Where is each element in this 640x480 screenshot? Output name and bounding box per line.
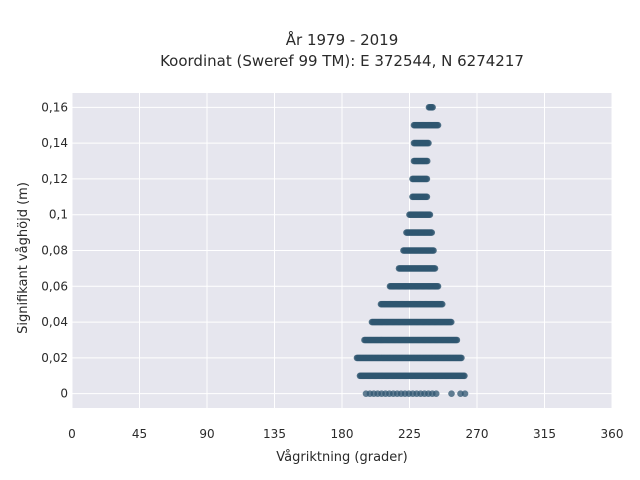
y-tick-label: 0,16 (41, 100, 68, 114)
data-point (426, 211, 434, 218)
data-point (458, 354, 465, 362)
data-point (423, 175, 431, 183)
x-tick-label: 45 (132, 427, 147, 441)
y-tick-label: 0,12 (41, 172, 68, 186)
x-tick-label: 135 (263, 427, 286, 441)
data-point (434, 283, 442, 290)
y-tick-labels: 0 0,02 0,04 0,06 0,08 0,1 0,12 0,14 0,16 (41, 100, 68, 400)
scatter-points (353, 104, 469, 397)
x-tick-label: 90 (199, 427, 214, 441)
grid (71, 93, 613, 408)
x-tick-label: 0 (68, 427, 76, 441)
data-point (432, 390, 440, 397)
y-tick-label: 0,08 (41, 244, 68, 258)
data-point (438, 300, 446, 308)
data-point (425, 139, 432, 147)
data-point (423, 193, 431, 201)
data-point (423, 157, 431, 165)
y-tick-label: 0,02 (41, 351, 68, 365)
data-point (428, 229, 436, 236)
y-tick-label: 0,04 (41, 315, 68, 329)
data-point (434, 121, 442, 129)
data-point (430, 247, 437, 254)
chart-subtitle: Koordinat (Sweref 99 TM): E 372544, N 62… (160, 52, 524, 70)
y-axis-title: Signifikant våghöjd (m) (16, 182, 31, 334)
data-point (429, 104, 436, 111)
x-tick-label: 270 (466, 427, 489, 441)
data-point (453, 336, 461, 344)
y-tick-label: 0 (60, 387, 68, 401)
y-tick-label: 0,1 (49, 208, 68, 222)
chart-title: År 1979 - 2019 (286, 30, 399, 49)
data-point (431, 265, 439, 272)
x-tick-label: 360 (601, 427, 624, 441)
data-point (448, 390, 455, 397)
x-tick-label: 180 (331, 427, 354, 441)
data-point (461, 372, 468, 380)
x-axis-title: Vågriktning (grader) (276, 450, 407, 465)
x-tick-labels: 0 45 90 135 180 225 270 315 360 (68, 427, 623, 441)
y-tick-label: 0,14 (41, 136, 68, 150)
y-tick-label: 0,06 (41, 279, 68, 293)
x-tick-label: 315 (533, 427, 556, 441)
x-tick-label: 225 (398, 427, 421, 441)
data-point (461, 390, 469, 397)
data-point (447, 318, 455, 326)
